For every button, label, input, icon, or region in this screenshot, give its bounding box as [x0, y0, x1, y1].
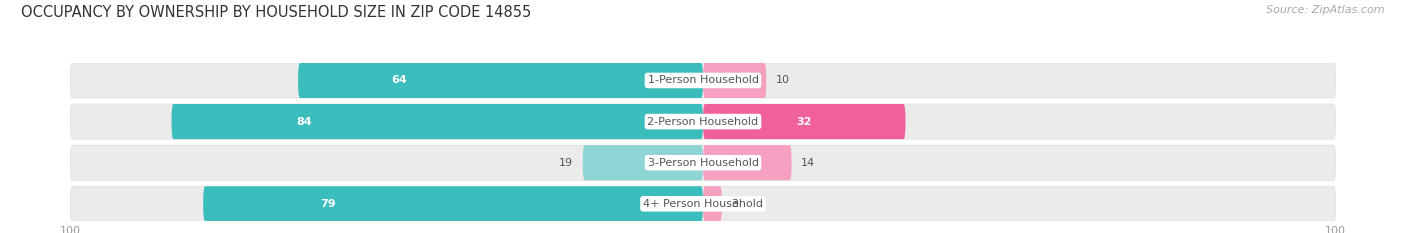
- FancyBboxPatch shape: [703, 63, 766, 98]
- Text: 84: 84: [297, 116, 312, 127]
- Text: 10: 10: [776, 75, 790, 86]
- FancyBboxPatch shape: [703, 104, 905, 139]
- Text: Source: ZipAtlas.com: Source: ZipAtlas.com: [1267, 5, 1385, 15]
- FancyBboxPatch shape: [703, 186, 723, 221]
- FancyBboxPatch shape: [202, 186, 703, 221]
- Text: 4+ Person Household: 4+ Person Household: [643, 199, 763, 209]
- FancyBboxPatch shape: [70, 186, 1336, 221]
- Text: 2-Person Household: 2-Person Household: [647, 116, 759, 127]
- Text: 19: 19: [560, 158, 574, 168]
- Text: 79: 79: [321, 199, 336, 209]
- Text: 64: 64: [391, 75, 408, 86]
- FancyBboxPatch shape: [70, 104, 1336, 139]
- FancyBboxPatch shape: [298, 63, 703, 98]
- Text: 32: 32: [797, 116, 811, 127]
- FancyBboxPatch shape: [70, 145, 1336, 180]
- Text: 3: 3: [731, 199, 738, 209]
- Text: 1-Person Household: 1-Person Household: [648, 75, 758, 86]
- Text: OCCUPANCY BY OWNERSHIP BY HOUSEHOLD SIZE IN ZIP CODE 14855: OCCUPANCY BY OWNERSHIP BY HOUSEHOLD SIZE…: [21, 5, 531, 20]
- Text: 14: 14: [801, 158, 815, 168]
- FancyBboxPatch shape: [70, 63, 1336, 98]
- FancyBboxPatch shape: [703, 145, 792, 180]
- FancyBboxPatch shape: [583, 145, 703, 180]
- FancyBboxPatch shape: [172, 104, 703, 139]
- Text: 3-Person Household: 3-Person Household: [648, 158, 758, 168]
